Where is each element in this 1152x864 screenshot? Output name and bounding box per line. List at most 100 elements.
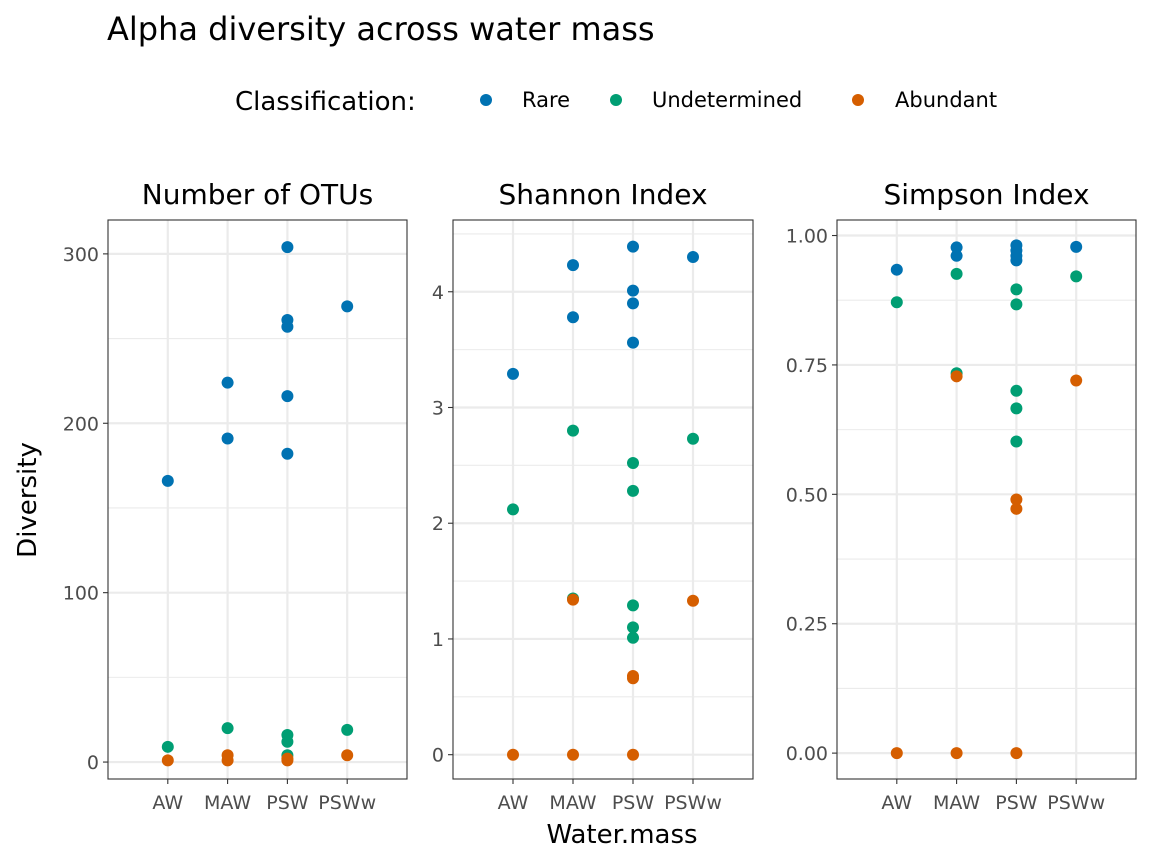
point-abundant [687, 594, 699, 607]
x-tick-label: AW [881, 792, 912, 814]
point-abundant [950, 747, 963, 760]
x-axis-title: Water.mass [546, 820, 697, 850]
point-rare [281, 320, 294, 333]
point-rare [687, 251, 699, 264]
point-undetermined [341, 723, 354, 736]
point-rare [890, 263, 903, 276]
point-undetermined [1010, 298, 1023, 311]
facet-title: Simpson Index [883, 178, 1089, 211]
x-tick-label: PSW [266, 792, 309, 814]
point-abundant [221, 749, 234, 762]
point-undetermined [221, 722, 234, 735]
y-tick-label: 1 [432, 629, 444, 651]
legend-key-abundant [852, 94, 864, 106]
point-undetermined [627, 457, 639, 470]
y-tick-label: 0.25 [786, 614, 828, 636]
point-rare [627, 240, 639, 253]
point-rare [281, 390, 294, 403]
legend-label-undetermined: Undetermined [652, 88, 802, 112]
point-rare [507, 367, 519, 380]
point-abundant [507, 748, 519, 761]
point-abundant [1010, 493, 1023, 506]
x-tick-label: PSWw [664, 792, 722, 814]
point-rare [161, 474, 174, 487]
point-abundant [567, 748, 579, 761]
point-rare [627, 284, 639, 297]
y-tick-label: 3 [432, 397, 444, 419]
y-tick-label: 0.50 [786, 484, 828, 506]
point-undetermined [281, 735, 294, 748]
legend-key-rare [480, 94, 492, 106]
point-abundant [890, 747, 903, 760]
point-abundant [161, 754, 174, 767]
x-tick-label: PSW [612, 792, 655, 814]
point-rare [567, 311, 579, 324]
point-abundant [950, 370, 963, 383]
point-undetermined [507, 503, 519, 516]
point-abundant [627, 672, 639, 685]
point-abundant [1010, 502, 1023, 515]
y-tick-label: 1.00 [786, 226, 828, 248]
point-undetermined [1070, 270, 1083, 283]
y-tick-label: 0.75 [786, 355, 828, 377]
panel-simpson-index: Simpson Index 0.00 0.25 0.50 0.75 1.00 AW MAW PS… [786, 178, 1137, 814]
legend-key-undetermined [610, 94, 622, 106]
y-tick-label: 0.00 [786, 743, 828, 765]
y-tick-label: 0 [87, 752, 99, 774]
point-rare [221, 376, 234, 389]
point-abundant [281, 752, 294, 765]
point-undetermined [627, 631, 639, 644]
point-abundant [567, 593, 579, 606]
point-undetermined [627, 599, 639, 612]
x-tick-label: MAW [204, 792, 251, 814]
y-tick-label: 100 [63, 583, 99, 605]
y-tick-label: 4 [432, 282, 444, 304]
point-rare [627, 336, 639, 349]
point-undetermined [890, 296, 903, 309]
point-undetermined [1010, 402, 1023, 415]
point-undetermined [1010, 384, 1023, 397]
x-tick-label: PSWw [1047, 792, 1105, 814]
point-abundant [1010, 747, 1023, 760]
point-rare [281, 447, 294, 460]
panel-number-of-otus: Number of OTUs 0 100 200 300 AW MAW PSW PSWw [63, 178, 408, 814]
point-rare [281, 241, 294, 254]
panel-shannon-index: Shannon Index 0 1 2 3 4 AW MAW PSW PSWw [432, 178, 754, 814]
panel-border [836, 219, 1137, 780]
y-tick-label: 2 [432, 513, 444, 535]
point-undetermined [687, 432, 699, 445]
panel-border [107, 219, 408, 780]
legend-label-abundant: Abundant [895, 88, 997, 112]
x-tick-label: PSWw [318, 792, 376, 814]
legend-label-rare: Rare [522, 88, 570, 112]
x-tick-label: AW [152, 792, 183, 814]
point-undetermined [627, 621, 639, 634]
y-tick-label: 300 [63, 244, 99, 266]
point-undetermined [1010, 283, 1023, 296]
point-rare [627, 297, 639, 310]
facet-title: Number of OTUs [142, 178, 374, 211]
point-undetermined [161, 740, 174, 753]
y-axis-title: Diversity [13, 442, 43, 558]
legend-title: Classification: [235, 87, 416, 117]
point-undetermined [950, 267, 963, 280]
point-rare [950, 249, 963, 262]
x-tick-label: MAW [549, 792, 596, 814]
point-rare [221, 432, 234, 445]
facet-title: Shannon Index [498, 178, 707, 211]
point-rare [1070, 240, 1083, 253]
point-rare [567, 259, 579, 272]
point-undetermined [567, 424, 579, 437]
y-tick-label: 200 [63, 413, 99, 435]
point-abundant [341, 749, 354, 762]
point-rare [950, 241, 963, 254]
point-abundant [627, 748, 639, 761]
point-abundant [1070, 374, 1083, 387]
x-tick-label: PSW [995, 792, 1038, 814]
x-tick-label: AW [498, 792, 529, 814]
panel-border [452, 219, 754, 780]
point-rare [1010, 254, 1023, 267]
y-tick-label: 0 [432, 745, 444, 767]
